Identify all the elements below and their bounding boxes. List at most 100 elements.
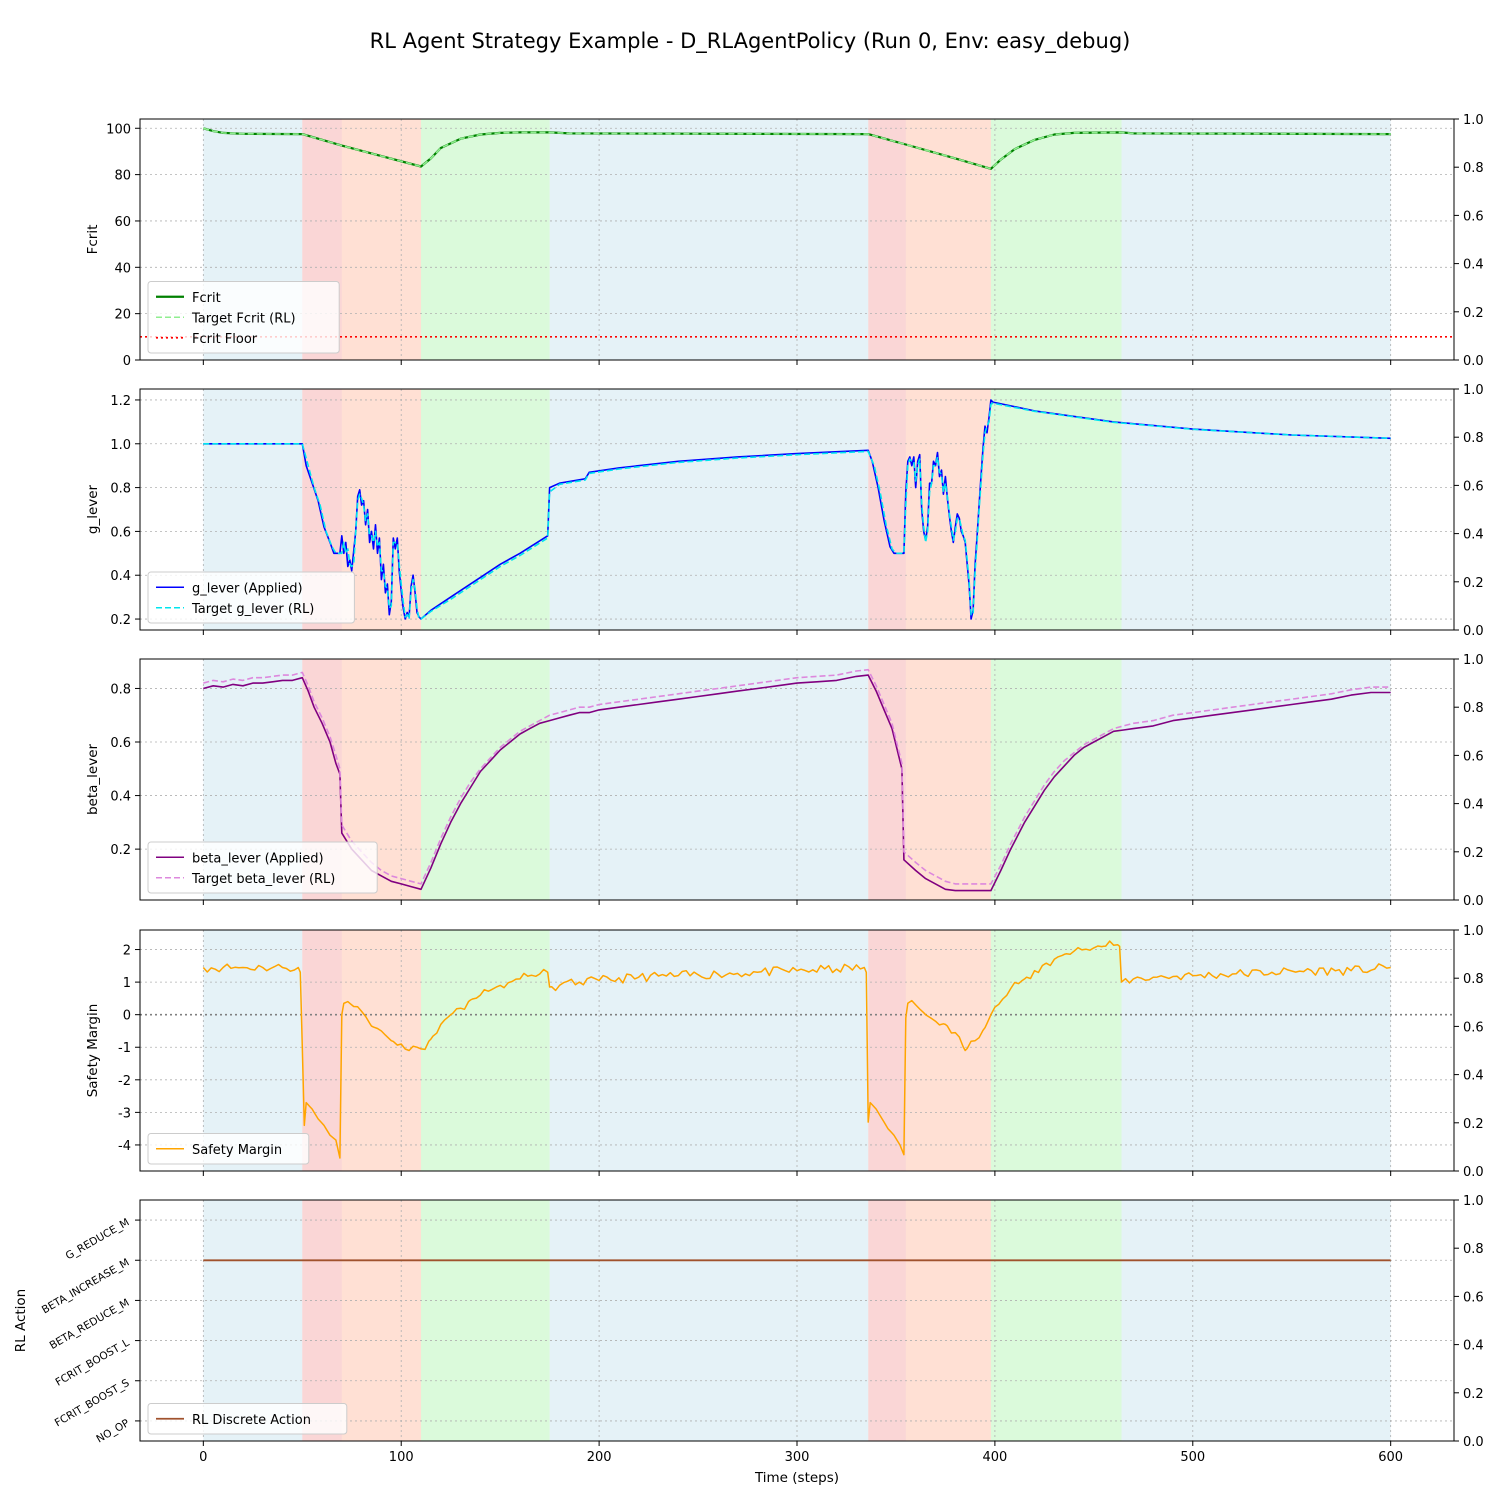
right-y-tick-label: 0.8: [1463, 701, 1484, 716]
y-tick-label: 0: [123, 1009, 131, 1024]
y-axis-label: Safety Margin: [85, 1004, 101, 1098]
right-y-tick-label: 0.4: [1463, 798, 1484, 813]
y-axis-label: beta_lever: [85, 744, 101, 816]
phase-band-orange: [905, 659, 991, 900]
y-tick-label: -3: [118, 1106, 131, 1121]
y-tick-label: 0.4: [110, 790, 131, 805]
series-line: [202, 940, 1391, 1159]
y-tick-label: 0.8: [110, 682, 131, 697]
legend-label: Target beta_lever (RL): [191, 872, 335, 887]
phase-band-orange: [905, 119, 991, 360]
right-y-tick-label: 0.8: [1463, 1242, 1484, 1257]
phase-band-green: [421, 1200, 550, 1441]
phase-band-red: [868, 119, 906, 360]
subplot-2: 0.2 0.4 0.6 0.8 1.0 1.2 0.0 0.2 0.4 0.6 0.8 1.0 g_le…: [85, 383, 1484, 639]
series-line: [203, 402, 1391, 620]
right-y-tick-label: 0.8: [1463, 161, 1484, 176]
phase-band-orange: [905, 930, 991, 1171]
axes-frame: [139, 1199, 1455, 1442]
y-tick-label: 0.6: [110, 736, 131, 751]
figure-title: RL Agent Strategy Example - D_RLAgentPol…: [370, 29, 1131, 54]
phase-band-blue: [1121, 1200, 1391, 1441]
right-y-tick-label: 0.4: [1463, 528, 1484, 543]
phase-band-orange: [905, 1200, 991, 1441]
y-tick-label: 2: [123, 944, 131, 959]
right-y-tick-label: 0.4: [1463, 1069, 1484, 1084]
y-tick-label: 0.8: [110, 482, 131, 497]
phase-band-blue: [549, 119, 869, 360]
x-tick-label: 200: [587, 1450, 612, 1465]
right-y-tick-label: 0.2: [1463, 1117, 1484, 1132]
phase-band-red: [302, 930, 342, 1171]
right-y-tick-label: 0.2: [1463, 846, 1484, 861]
y-tick-label: -4: [118, 1139, 131, 1154]
legend-label: RL Discrete Action: [192, 1413, 311, 1428]
x-tick-label: 300: [785, 1450, 810, 1465]
legend-label: Fcrit: [192, 291, 221, 306]
y-axis-label: RL Action: [13, 1289, 29, 1352]
y-tick-label: 80: [114, 169, 131, 184]
y-tick-label: 60: [114, 215, 131, 230]
phase-band-green: [990, 930, 1122, 1171]
right-y-tick-label: 1.0: [1463, 924, 1484, 939]
phase-band-green: [990, 119, 1122, 360]
right-y-tick-label: 0.8: [1463, 972, 1484, 987]
right-y-tick-label: 0.0: [1463, 354, 1484, 369]
y-axis-label: g_lever: [85, 484, 101, 534]
y-tick-label: 0.4: [110, 569, 131, 584]
legend-box: [147, 1133, 310, 1165]
right-y-tick-label: 1.0: [1463, 653, 1484, 668]
right-y-tick-label: 0.8: [1463, 431, 1484, 446]
phase-band-green: [990, 389, 1122, 630]
right-y-tick-label: 0.2: [1463, 1387, 1484, 1402]
phase-band-blue: [1121, 389, 1391, 630]
phase-band-red: [868, 659, 906, 900]
y-tick-label: 40: [114, 261, 131, 276]
x-tick-label: 0: [199, 1450, 207, 1465]
legend-box: [147, 281, 340, 354]
legend-box: [147, 1403, 348, 1435]
phase-band-green: [990, 659, 1122, 900]
phase-band-red: [868, 1200, 906, 1441]
phase-band-blue: [549, 389, 869, 630]
right-y-tick-label: 0.2: [1463, 576, 1484, 591]
axes-frame: [139, 118, 1455, 361]
phase-band-blue: [549, 1200, 869, 1441]
phase-band-green: [421, 389, 550, 630]
series-line: [203, 127, 1391, 170]
phase-band-blue: [1121, 659, 1391, 900]
y-tick-label: -1: [118, 1041, 131, 1056]
phase-band-green: [421, 659, 550, 900]
phase-band-red: [302, 1200, 342, 1441]
x-tick-label: 400: [982, 1450, 1007, 1465]
right-y-tick-label: 0.4: [1463, 258, 1484, 273]
x-axis-label: Time (steps): [754, 1470, 839, 1486]
right-y-tick-label: 0.6: [1463, 479, 1484, 494]
legend-label: Fcrit Floor: [192, 332, 258, 347]
y-tick-label: 0: [123, 354, 131, 369]
right-y-tick-label: 0.6: [1463, 1020, 1484, 1035]
y-tick-label: 0.6: [110, 525, 131, 540]
axes-frame: [139, 658, 1455, 901]
right-y-tick-label: 0.6: [1463, 749, 1484, 764]
y-tick-label: 1.0: [110, 438, 131, 453]
right-y-tick-label: 1.0: [1463, 1194, 1484, 1209]
phase-band-orange: [341, 1200, 422, 1441]
right-y-tick-label: 0.2: [1463, 306, 1484, 321]
subplot-3: 0.2 0.4 0.6 0.8 0.0 0.2 0.4 0.6 0.8 1.0 beta_lever…: [85, 653, 1484, 909]
axes-frame: [139, 388, 1455, 631]
right-y-tick-label: 0.4: [1463, 1339, 1484, 1354]
legend-label: Target Fcrit (RL): [191, 311, 296, 326]
x-tick-label: 100: [389, 1450, 414, 1465]
x-tick-label: 600: [1378, 1450, 1403, 1465]
legend-label: Target g_lever (RL): [191, 602, 314, 617]
subplot-5: NO_OPFCRIT_BOOST_SFCRIT_BOOST_LBETA_REDU…: [13, 1194, 1484, 1465]
x-tick-label: 500: [1180, 1450, 1205, 1465]
phase-band-green: [421, 930, 550, 1171]
right-y-tick-label: 1.0: [1463, 383, 1484, 398]
subplot-1: 0 20 40 60 80 100 0.0 0.2 0.4 0.6 0.8 1.0 Fcrit Fcrit…: [85, 113, 1484, 369]
subplot-4: -4 -3 -2 -1 0 1 2 0.0 0.2 0.4 0.6 0.8 1.0 Safety Marg…: [85, 924, 1484, 1180]
phase-band-green: [990, 1200, 1122, 1441]
right-y-tick-label: 0.0: [1463, 624, 1484, 639]
